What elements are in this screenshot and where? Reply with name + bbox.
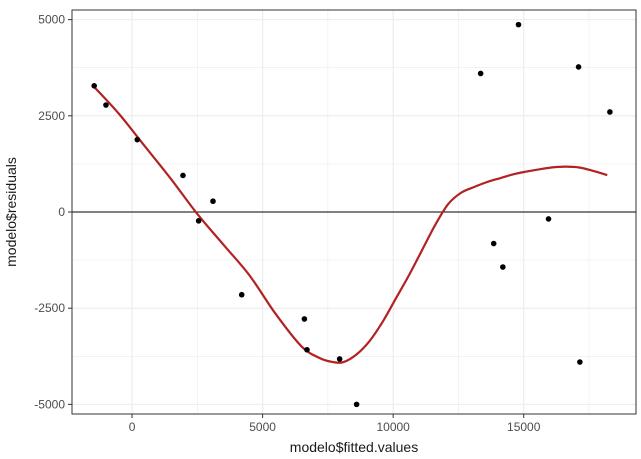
- y-tick-label: -2500: [34, 301, 65, 315]
- data-point: [180, 172, 186, 179]
- data-point: [304, 346, 310, 353]
- data-point: [575, 64, 582, 70]
- data-point: [301, 316, 308, 322]
- y-tick-label: -5000: [34, 397, 65, 411]
- data-point: [607, 109, 613, 115]
- data-point: [210, 198, 216, 205]
- x-axis-ticks: 0 5000 10000 15000: [129, 414, 541, 434]
- data-point: [195, 218, 202, 224]
- data-point: [515, 21, 522, 28]
- data-points: [91, 21, 613, 408]
- y-axis-ticks: -5000 -2500 0 2500 5000: [34, 13, 72, 411]
- data-point: [545, 216, 552, 222]
- data-point: [490, 240, 497, 247]
- data-point: [91, 82, 97, 89]
- data-point: [500, 264, 506, 270]
- data-point: [134, 136, 141, 143]
- data-point: [238, 291, 245, 298]
- data-point: [477, 70, 484, 77]
- y-tick-label: 2500: [38, 109, 65, 123]
- data-point: [336, 356, 343, 362]
- smooth-trend-line: [93, 86, 608, 364]
- y-tick-label: 0: [58, 205, 65, 219]
- data-point: [577, 359, 583, 365]
- y-axis-title: modelo$residuals: [3, 157, 19, 267]
- data-point: [103, 102, 109, 108]
- y-tick-label: 5000: [38, 13, 65, 27]
- x-axis-title: modelo$fitted.values: [290, 439, 418, 455]
- x-tick-label: 0: [129, 420, 136, 434]
- x-tick-label: 15000: [507, 420, 541, 434]
- data-point: [353, 401, 360, 408]
- x-tick-label: 10000: [376, 420, 410, 434]
- x-tick-label: 5000: [249, 420, 276, 434]
